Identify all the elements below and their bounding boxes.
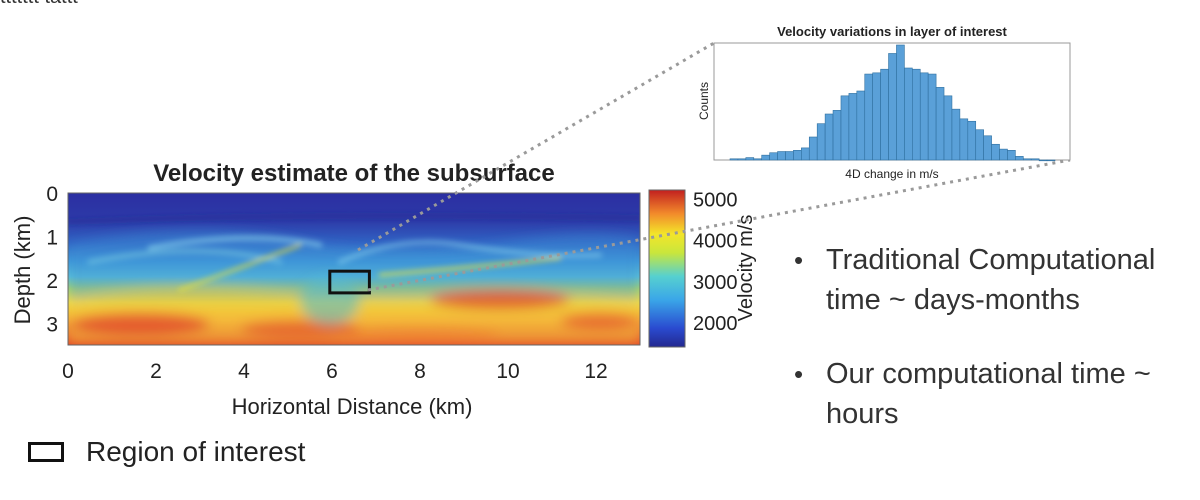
histogram-bar (1015, 156, 1024, 161)
bullet-list: • Traditional Computational time ~ days-… (790, 240, 1190, 468)
histogram-title: Velocity variations in layer of interest (777, 24, 1007, 39)
histogram-bar (824, 113, 834, 161)
histogram-bar (1022, 158, 1032, 161)
histogram-bar (975, 129, 984, 161)
histogram-bar (840, 95, 850, 161)
bullet-dot-icon: • (794, 245, 804, 275)
colorbar-tick-label: 5000 (693, 189, 738, 211)
x-tick-labels: 0 2 4 6 8 10 12 (62, 360, 608, 383)
histogram-bar (880, 68, 889, 161)
histogram-bar (737, 158, 747, 161)
y-tick-label: 1 (46, 226, 58, 249)
histogram-bars (729, 44, 1056, 162)
legend-label: Region of interest (86, 436, 306, 467)
histogram-bar (808, 136, 818, 161)
x-tick-label: 8 (414, 360, 426, 383)
histogram-bar (872, 72, 881, 161)
connector-line-lower (367, 158, 1071, 292)
histogram-bar (777, 151, 786, 161)
histogram-bar (856, 90, 866, 161)
histogram-bar (816, 123, 826, 161)
heatmap-title: Velocity estimate of the subsurface (153, 160, 554, 187)
histogram-bar (912, 68, 921, 161)
bullet-text: Our computational time ~ hours (826, 358, 1151, 430)
histogram-bar (991, 143, 1000, 161)
histogram-bar (745, 157, 755, 161)
colorbar-tick-labels: 5000 4000 3000 2000 (693, 189, 738, 335)
histogram-bar (967, 120, 977, 161)
histogram-bar (959, 118, 969, 161)
histogram-bar (999, 148, 1008, 161)
y-tick-label: 0 (46, 183, 58, 206)
y-tick-label: 2 (46, 270, 58, 293)
x-tick-label: 4 (238, 360, 250, 383)
x-tick-label: 10 (496, 360, 519, 383)
histogram-bar (1046, 159, 1056, 162)
y-tick-label: 3 (46, 313, 58, 336)
legend-box-icon (28, 442, 64, 462)
histogram-bar (1030, 158, 1040, 161)
x-axis-label: Horizontal Distance (km) (232, 394, 473, 419)
histogram-bar (943, 95, 953, 161)
histogram-bar (1038, 159, 1048, 162)
bullet-item: • Traditional Computational time ~ days-… (790, 240, 1190, 320)
region-of-interest-box (328, 269, 371, 295)
y-axis-label: Depth (km) (10, 216, 35, 325)
histogram-bar (832, 110, 842, 161)
histogram-x-label: 4D change in m/s (845, 167, 938, 181)
bullet-text: Traditional Computational time ~ days-mo… (826, 244, 1156, 316)
histogram-bar (785, 151, 794, 161)
histogram-bar (769, 152, 778, 161)
velocity-heatmap (68, 193, 640, 345)
histogram-y-label: Counts (697, 82, 711, 120)
histogram-bar (801, 147, 810, 161)
histogram-bar (904, 67, 913, 161)
histogram-bar (983, 135, 992, 161)
x-tick-label: 12 (584, 360, 607, 383)
colorbar-tick-label: 3000 (693, 272, 738, 294)
histogram-bar (1007, 150, 1016, 161)
histogram-bar (729, 158, 739, 161)
legend: Region of interest (28, 436, 305, 468)
colorbar (648, 189, 686, 348)
histogram-bar (793, 150, 802, 161)
histogram-bar (896, 44, 905, 161)
bullet-item: • Our computational time ~ hours (790, 354, 1190, 434)
histogram-bar (935, 87, 945, 161)
histogram-bar (919, 72, 929, 161)
x-tick-label: 2 (150, 360, 162, 383)
histogram-bar (927, 73, 937, 161)
y-tick-labels: 0 1 2 3 (46, 183, 58, 336)
colorbar-tick-label: 2000 (693, 313, 738, 335)
histogram-bar (753, 158, 763, 161)
histogram-bar (761, 154, 770, 161)
histogram-bar (888, 53, 897, 161)
colorbar-tick-label: 4000 (693, 231, 738, 253)
histogram-bar (951, 108, 961, 161)
colorbar-label: Velocity m/s (735, 215, 757, 322)
x-tick-label: 6 (326, 360, 338, 383)
x-tick-label: 0 (62, 360, 74, 383)
bullet-dot-icon: • (794, 359, 804, 389)
histogram-bar (848, 93, 858, 161)
histogram-bar (864, 73, 873, 161)
cropped-top-text: ttttttt tàttt (0, 0, 78, 9)
